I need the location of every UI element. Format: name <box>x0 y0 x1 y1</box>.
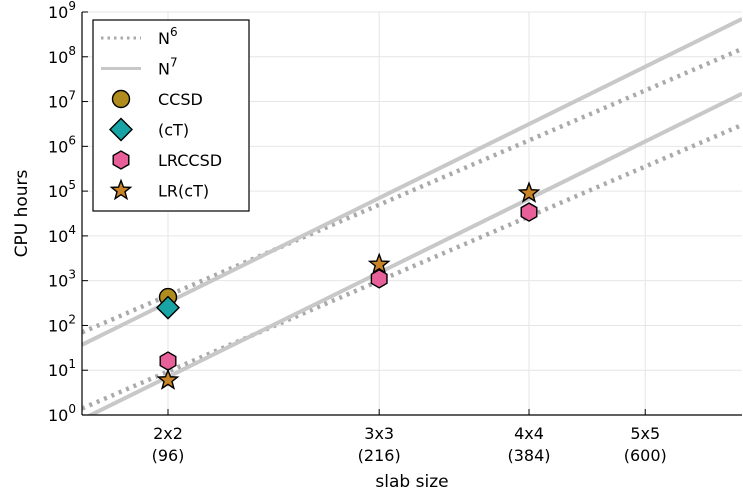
y-tick-label: 103 <box>48 268 76 291</box>
axes <box>81 11 742 416</box>
legend-box <box>92 19 250 212</box>
legend-marker-lrccsd <box>112 150 130 170</box>
lrccsd-point <box>520 202 538 222</box>
y-tick-label: 104 <box>48 223 76 246</box>
y-tick-label: 105 <box>48 178 76 201</box>
y-axis-label: CPU hours <box>12 169 32 257</box>
x-tick-sublabel: (384) <box>508 446 551 465</box>
reference-line-n7 <box>82 17 742 347</box>
legend-label-n6: N6 <box>158 25 178 48</box>
x-tick-label: 3x3 <box>364 424 394 443</box>
reference-line-n7 <box>86 91 742 415</box>
lrct-point <box>156 368 180 390</box>
tick-labels: 100 101 102 103 104 105 106 107 108 109 2x2 (96) 3x3… <box>48 0 667 465</box>
legend-marker-ct <box>109 117 133 142</box>
x-tick-label: 4x4 <box>514 424 544 443</box>
legend: N6 N7 CCSD (cT) LRCCSD LR(cT) <box>92 19 250 212</box>
x-tick-sublabel: (96) <box>152 446 185 465</box>
ct-point <box>156 295 180 320</box>
legend-label-lrct: LR(cT) <box>158 182 209 201</box>
legend-marker-ccsd <box>111 89 131 109</box>
lrccsd-point <box>370 269 388 289</box>
y-tick-label: 107 <box>48 89 76 112</box>
x-tick-label: 2x2 <box>153 424 183 443</box>
legend-label-n7: N7 <box>158 56 178 79</box>
lrct-point <box>517 181 541 203</box>
legend-label-ccsd: CCSD <box>158 90 203 109</box>
y-tick-label: 102 <box>48 312 76 335</box>
reference-lines <box>82 17 742 415</box>
y-tick-label: 109 <box>48 0 76 22</box>
x-tick-sublabel: (216) <box>358 446 401 465</box>
y-tick-label: 100 <box>48 402 76 425</box>
data-points <box>156 181 541 390</box>
lrct-point <box>367 252 391 275</box>
x-tick-label: 5x5 <box>630 424 660 443</box>
x-axis-label: slab size <box>375 472 448 492</box>
x-tick-sublabel: (600) <box>624 446 667 465</box>
legend-marker-lrct <box>109 178 133 201</box>
y-tick-label: 108 <box>48 44 76 67</box>
legend-label-ct: (cT) <box>158 121 189 140</box>
legend-label-lrccsd: LRCCSD <box>158 151 222 170</box>
y-tick-label: 101 <box>48 357 76 380</box>
y-tick-label: 106 <box>48 133 76 156</box>
lrccsd-point <box>159 351 177 371</box>
